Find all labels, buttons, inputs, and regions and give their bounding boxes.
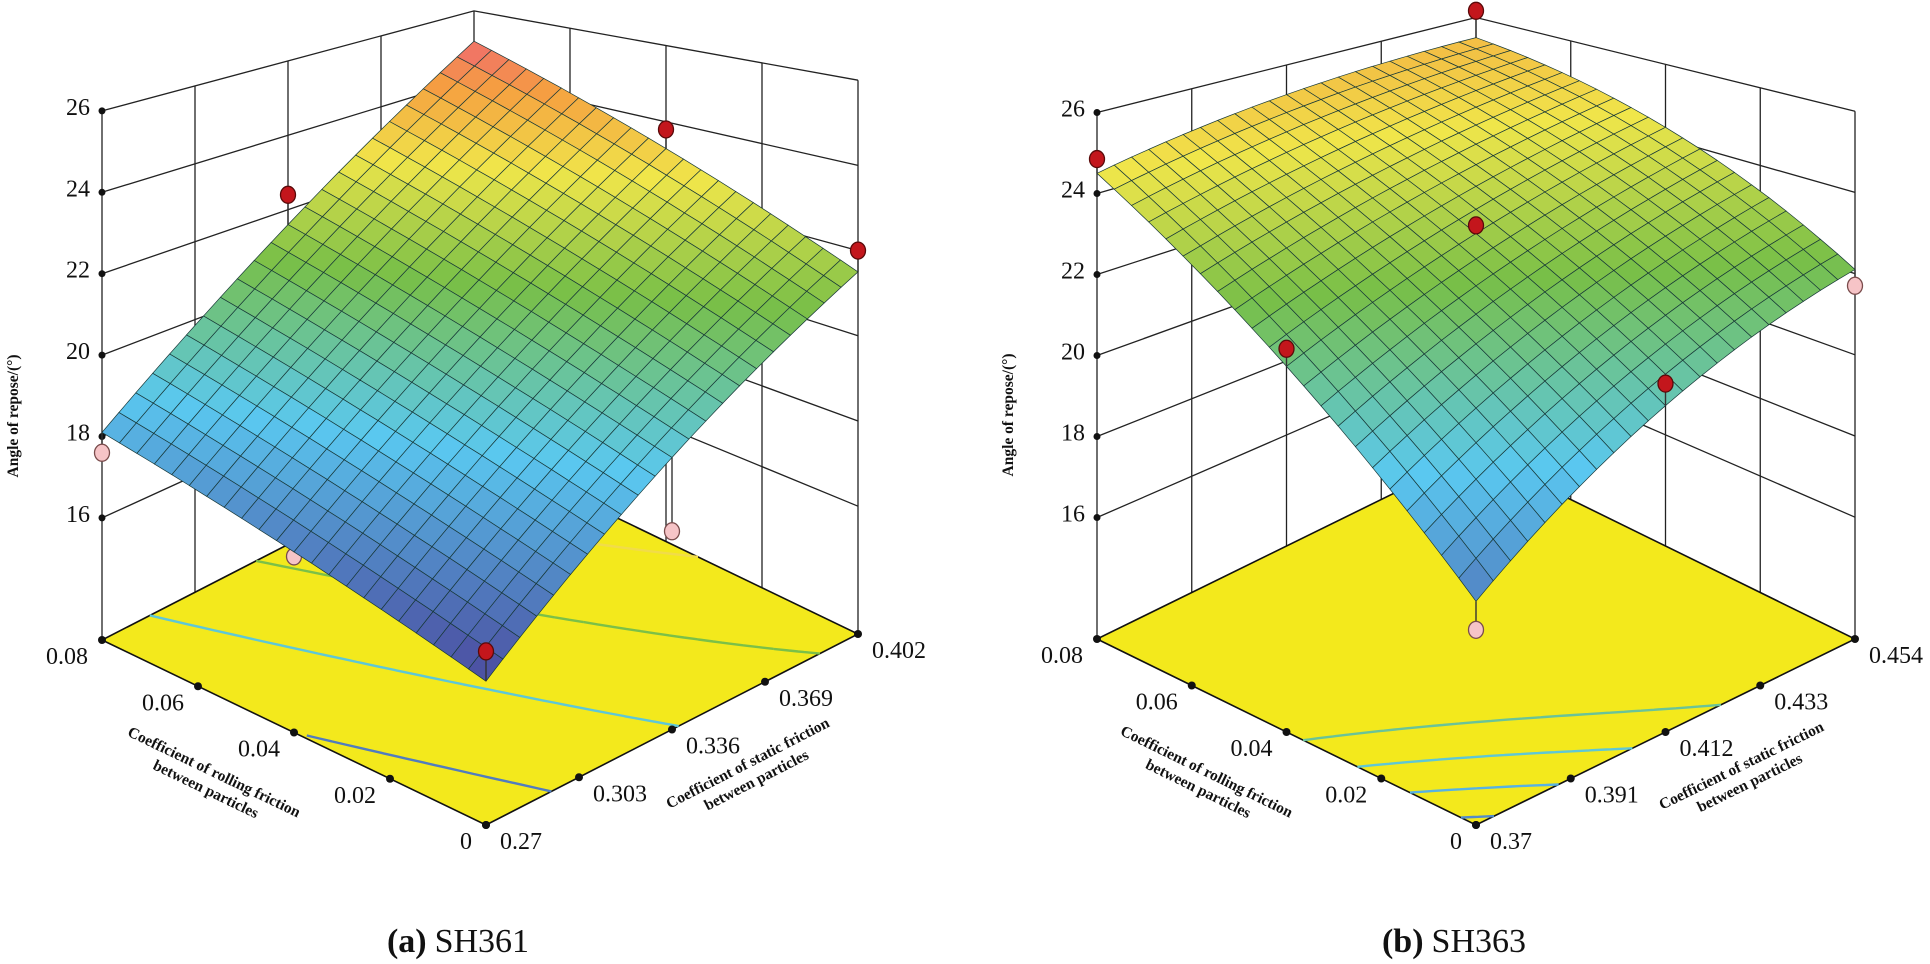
z-tick-mark	[98, 351, 106, 359]
y-tick-mark	[854, 630, 862, 638]
z-axis-title: Angle of repose/(°)	[5, 354, 22, 477]
y-tick-mark	[1661, 728, 1670, 736]
design-point-above-surface	[657, 120, 675, 139]
y-tick-label: 0.336	[686, 734, 740, 760]
design-point-above-surface	[1467, 216, 1485, 235]
y-tick-mark	[1566, 774, 1575, 783]
y-tick-label: 0.303	[593, 781, 647, 807]
panel-caption: (a) SH361	[387, 923, 529, 960]
panel-label: (a)	[387, 923, 427, 960]
contour-line	[1357, 747, 1633, 768]
y-tick-mark	[1851, 635, 1859, 643]
x-tick-label: 0	[1450, 829, 1462, 855]
z-tick-label: 24	[66, 176, 90, 202]
y-tick-label: 0.369	[779, 686, 833, 712]
z-tick-label: 20	[1061, 340, 1085, 366]
z-tick-label: 26	[66, 95, 90, 121]
z-tick-mark	[98, 107, 106, 115]
y-tick-mark	[668, 725, 676, 734]
response-surface	[1096, 37, 1856, 602]
z-tick-mark	[1093, 352, 1101, 359]
design-point-below-surface	[663, 522, 681, 541]
axis-ticks: 0 0.02 0.04 0.06 0.08 0.37 0.391 0.412 0.433 0.45…	[1041, 97, 1923, 856]
y-tick-mark	[575, 773, 583, 782]
z-tick-label: 22	[66, 258, 90, 284]
x-tick-mark	[1282, 728, 1291, 736]
design-point-below-surface	[93, 443, 111, 462]
y-tick-label: 0.27	[500, 829, 542, 855]
z-tick-label: 22	[1061, 259, 1085, 285]
x-tick-label: 0.02	[334, 783, 376, 809]
x-tick-label: 0.08	[46, 644, 88, 670]
contour-line	[306, 734, 552, 793]
x-tick-mark	[1187, 681, 1196, 690]
panel-title: SH363	[1432, 923, 1526, 960]
panel-title: SH361	[435, 923, 529, 960]
z-tick-mark	[1093, 433, 1101, 440]
design-point-below-surface	[1467, 620, 1485, 639]
x-tick-label: 0.02	[1325, 783, 1367, 809]
design-point-above-surface	[849, 241, 867, 260]
wall-gridline	[101, 10, 859, 112]
surface-plot-b: 0 0.02 0.04 0.06 0.08 0.37 0.391 0.412 0.433 0.45…	[1000, 1, 1923, 960]
contour-line	[1409, 783, 1559, 794]
x-tick-mark	[98, 636, 106, 644]
y-tick-label: 0.412	[1680, 736, 1734, 762]
design-point-above-surface	[1278, 339, 1295, 358]
y-tick-label: 0.391	[1585, 783, 1639, 809]
x-tick-label: 0.04	[238, 737, 280, 763]
y-tick-mark	[482, 821, 490, 829]
z-tick-mark	[1093, 514, 1101, 521]
z-axis-title: Angle of repose/(°)	[1000, 353, 1017, 476]
x-tick-mark	[1377, 774, 1386, 783]
z-tick-mark	[1093, 271, 1101, 278]
z-tick-mark	[98, 270, 106, 278]
y-tick-label: 0.433	[1774, 690, 1828, 716]
z-tick-label: 20	[66, 339, 90, 365]
surface-plot-a: 0 0.02 0.04 0.06 0.08 0.27 0.303 0.336 0.369 0.40…	[5, 10, 926, 960]
x-tick-mark	[386, 774, 394, 783]
y-tick-mark	[1756, 681, 1765, 690]
x-tick-mark	[1093, 635, 1101, 643]
response-surface	[101, 40, 859, 682]
x-tick-mark	[290, 728, 298, 737]
design-point-above-surface	[279, 185, 297, 204]
contour-line	[149, 614, 679, 728]
y-tick-mark	[1472, 821, 1480, 829]
contour-line	[1460, 814, 1495, 819]
z-tick-mark	[1093, 109, 1101, 116]
x-tick-label: 0.04	[1231, 736, 1273, 762]
z-tick-label: 26	[1061, 97, 1085, 123]
y-axis-title: Coefficient of static frictionbetween pa…	[663, 714, 841, 829]
panel-label: (b)	[1382, 923, 1424, 960]
x-tick-label: 0.06	[142, 690, 184, 716]
z-tick-label: 16	[66, 502, 90, 528]
contour-line	[1302, 703, 1721, 742]
design-point-above-surface	[477, 642, 495, 661]
design-point-above-surface	[1467, 1, 1485, 20]
z-tick-label: 18	[1061, 421, 1085, 447]
y-tick-mark	[761, 677, 769, 686]
z-tick-label: 18	[66, 421, 90, 447]
x-tick-label: 0.06	[1136, 690, 1178, 716]
design-point-below-surface	[1846, 276, 1864, 295]
axis-ticks: 0 0.02 0.04 0.06 0.08 0.27 0.303 0.336 0.369 0.40…	[46, 95, 926, 855]
design-point-above-surface	[1088, 149, 1106, 169]
design-point-above-surface	[1657, 374, 1674, 393]
panel-caption: (b) SH363	[1382, 923, 1526, 960]
y-tick-label: 0.402	[872, 638, 926, 664]
x-tick-mark	[194, 682, 202, 691]
x-tick-label: 0	[460, 829, 472, 855]
z-tick-mark	[1093, 190, 1101, 197]
y-tick-label: 0.454	[1869, 643, 1923, 669]
x-tick-label: 0.08	[1041, 643, 1083, 669]
surface-cell	[1458, 557, 1494, 602]
z-tick-mark	[98, 188, 106, 196]
y-tick-label: 0.37	[1490, 829, 1532, 855]
z-tick-label: 24	[1061, 178, 1085, 204]
z-tick-label: 16	[1061, 502, 1085, 528]
z-tick-mark	[98, 514, 106, 522]
